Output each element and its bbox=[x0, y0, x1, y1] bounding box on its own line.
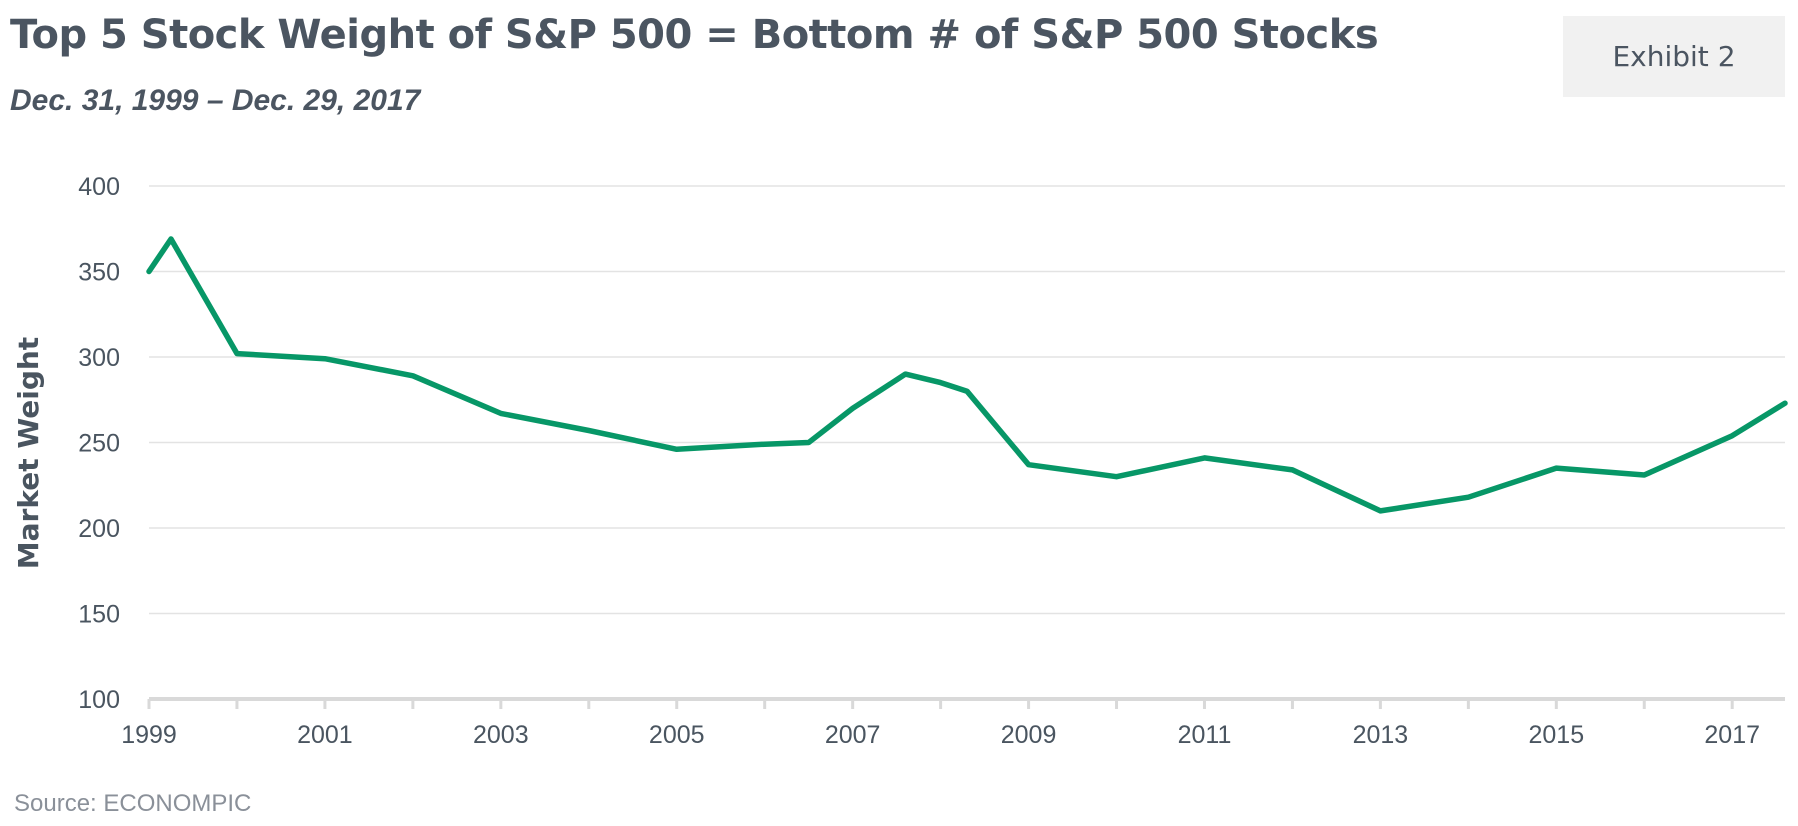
x-tick-label: 2005 bbox=[649, 721, 705, 749]
source-note: Source: ECONOMPIC bbox=[14, 790, 252, 817]
chart-title: Top 5 Stock Weight of S&P 500 = Bottom #… bbox=[10, 12, 1379, 58]
chart-subtitle: Dec. 31, 1999 – Dec. 29, 2017 bbox=[10, 84, 421, 117]
y-axis-ticks: 100 150 200 250 300 350 400 bbox=[78, 173, 120, 714]
y-tick-label: 350 bbox=[78, 259, 120, 287]
x-tick-label: 2015 bbox=[1528, 721, 1584, 749]
x-tick-label: 2007 bbox=[825, 721, 881, 749]
gridlines bbox=[149, 185, 1785, 615]
y-tick-label: 200 bbox=[78, 515, 120, 543]
x-tick-label: 2009 bbox=[1001, 721, 1057, 749]
x-tick-label: 2017 bbox=[1704, 721, 1760, 749]
x-axis-ticks: 1999 2001 2003 2005 2007 2009 2011 2013 2015 2017 bbox=[121, 699, 1760, 749]
x-tick-label: 2013 bbox=[1353, 721, 1409, 749]
y-tick-label: 150 bbox=[78, 601, 120, 629]
y-axis-label: Market Weight bbox=[12, 337, 45, 569]
y-tick-label: 400 bbox=[78, 173, 120, 201]
x-tick-label: 2001 bbox=[297, 721, 353, 749]
x-tick-label: 2003 bbox=[473, 721, 529, 749]
series-line bbox=[146, 236, 1788, 514]
x-tick-label: 1999 bbox=[121, 721, 177, 749]
series-lines bbox=[146, 236, 1788, 514]
y-tick-label: 250 bbox=[78, 430, 120, 458]
y-tick-label: 300 bbox=[78, 344, 120, 372]
x-tick-label: 2011 bbox=[1178, 721, 1232, 749]
y-tick-label: 100 bbox=[78, 686, 120, 714]
exhibit-badge: Exhibit 2 bbox=[1563, 16, 1785, 97]
